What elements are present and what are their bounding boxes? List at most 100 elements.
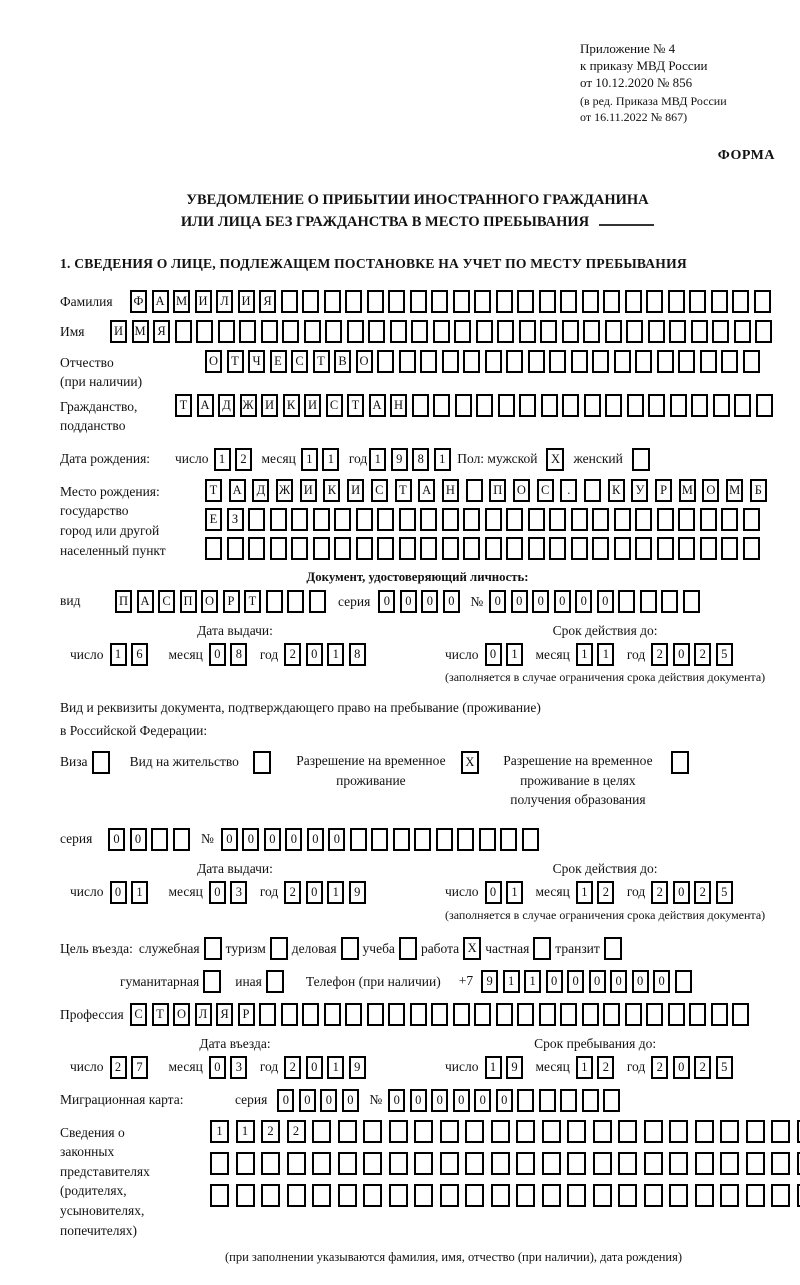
char-cell[interactable] <box>363 1152 382 1175</box>
char-cell[interactable]: И <box>238 290 255 313</box>
char-cell[interactable] <box>476 394 493 417</box>
char-cell[interactable] <box>367 290 384 313</box>
char-cell[interactable] <box>618 590 635 613</box>
char-cell[interactable]: 1 <box>214 448 231 471</box>
char-cell[interactable]: 1 <box>576 881 593 904</box>
char-cell[interactable] <box>797 1184 800 1207</box>
char-cell[interactable] <box>669 1120 688 1143</box>
char-cell[interactable] <box>539 290 556 313</box>
char-cell[interactable]: Е <box>270 350 287 373</box>
char-cell[interactable] <box>720 1184 739 1207</box>
char-cell[interactable] <box>562 394 579 417</box>
char-cell[interactable]: 1 <box>327 643 344 666</box>
char-cell[interactable]: Я <box>216 1003 233 1026</box>
char-cell[interactable] <box>497 320 514 343</box>
char-cell[interactable] <box>410 1003 427 1026</box>
char-cell[interactable] <box>463 350 480 373</box>
checkbox-residence-permit[interactable] <box>253 751 271 774</box>
char-cell[interactable] <box>640 590 657 613</box>
checkbox-purpose-business[interactable] <box>341 937 359 960</box>
char-cell[interactable] <box>433 394 450 417</box>
char-cell[interactable] <box>644 1120 663 1143</box>
char-cell[interactable]: 0 <box>489 590 506 613</box>
char-cell[interactable] <box>539 1003 556 1026</box>
char-cell[interactable]: 9 <box>391 448 408 471</box>
char-cell[interactable] <box>356 508 373 531</box>
char-cell[interactable] <box>377 350 394 373</box>
char-cell[interactable]: О <box>356 350 373 373</box>
char-cell[interactable] <box>466 479 483 502</box>
checkbox-visa[interactable] <box>92 751 110 774</box>
char-cell[interactable]: 2 <box>284 881 301 904</box>
char-cell[interactable] <box>567 1184 586 1207</box>
char-cell[interactable] <box>746 1152 765 1175</box>
char-cell[interactable] <box>479 828 496 851</box>
char-cell[interactable] <box>270 537 287 560</box>
char-cell[interactable] <box>463 537 480 560</box>
char-cell[interactable] <box>411 320 428 343</box>
checkbox-purpose-private[interactable] <box>533 937 551 960</box>
checkbox-purpose-transit[interactable] <box>604 937 622 960</box>
char-cell[interactable] <box>560 1089 577 1112</box>
char-cell[interactable] <box>414 828 431 851</box>
char-cell[interactable] <box>605 394 622 417</box>
char-cell[interactable] <box>528 508 545 531</box>
char-cell[interactable] <box>431 1003 448 1026</box>
char-cell[interactable] <box>746 1184 765 1207</box>
char-cell[interactable] <box>414 1184 433 1207</box>
char-cell[interactable] <box>539 1089 556 1112</box>
char-cell[interactable] <box>542 1184 561 1207</box>
char-cell[interactable] <box>668 1003 685 1026</box>
char-cell[interactable] <box>743 350 760 373</box>
char-cell[interactable]: А <box>197 394 214 417</box>
char-cell[interactable]: Л <box>195 1003 212 1026</box>
char-cell[interactable]: А <box>369 394 386 417</box>
char-cell[interactable] <box>313 508 330 531</box>
char-cell[interactable] <box>711 290 728 313</box>
char-cell[interactable] <box>485 508 502 531</box>
char-cell[interactable] <box>625 290 642 313</box>
char-cell[interactable] <box>261 1152 280 1175</box>
char-cell[interactable]: О <box>205 350 222 373</box>
char-cell[interactable]: 3 <box>230 881 247 904</box>
char-cell[interactable] <box>635 508 652 531</box>
char-cell[interactable] <box>420 537 437 560</box>
char-cell[interactable]: 0 <box>453 1089 470 1112</box>
char-cell[interactable] <box>334 537 351 560</box>
char-cell[interactable]: Т <box>175 394 192 417</box>
char-cell[interactable]: С <box>371 479 388 502</box>
char-cell[interactable] <box>414 1120 433 1143</box>
char-cell[interactable] <box>412 394 429 417</box>
char-cell[interactable] <box>678 350 695 373</box>
char-cell[interactable] <box>771 1184 790 1207</box>
char-cell[interactable] <box>560 1003 577 1026</box>
char-cell[interactable]: Е <box>205 508 222 531</box>
char-cell[interactable] <box>496 1003 513 1026</box>
char-cell[interactable] <box>549 350 566 373</box>
char-cell[interactable]: 0 <box>511 590 528 613</box>
char-cell[interactable]: 0 <box>546 970 563 993</box>
char-cell[interactable] <box>734 320 751 343</box>
char-cell[interactable] <box>236 1152 255 1175</box>
char-cell[interactable] <box>743 537 760 560</box>
char-cell[interactable] <box>393 828 410 851</box>
char-cell[interactable]: 0 <box>589 970 606 993</box>
char-cell[interactable] <box>549 508 566 531</box>
char-cell[interactable]: Я <box>259 290 276 313</box>
char-cell[interactable] <box>771 1120 790 1143</box>
char-cell[interactable]: Т <box>244 590 261 613</box>
char-cell[interactable] <box>669 1152 688 1175</box>
char-cell[interactable] <box>657 508 674 531</box>
char-cell[interactable]: Т <box>152 1003 169 1026</box>
char-cell[interactable] <box>582 1089 599 1112</box>
char-cell[interactable]: 2 <box>287 1120 306 1143</box>
char-cell[interactable] <box>516 1152 535 1175</box>
char-cell[interactable]: М <box>173 290 190 313</box>
char-cell[interactable]: 1 <box>576 643 593 666</box>
char-cell[interactable] <box>542 1152 561 1175</box>
char-cell[interactable] <box>519 394 536 417</box>
char-cell[interactable]: Л <box>216 290 233 313</box>
char-cell[interactable]: П <box>115 590 132 613</box>
char-cell[interactable]: И <box>300 479 317 502</box>
char-cell[interactable] <box>678 508 695 531</box>
